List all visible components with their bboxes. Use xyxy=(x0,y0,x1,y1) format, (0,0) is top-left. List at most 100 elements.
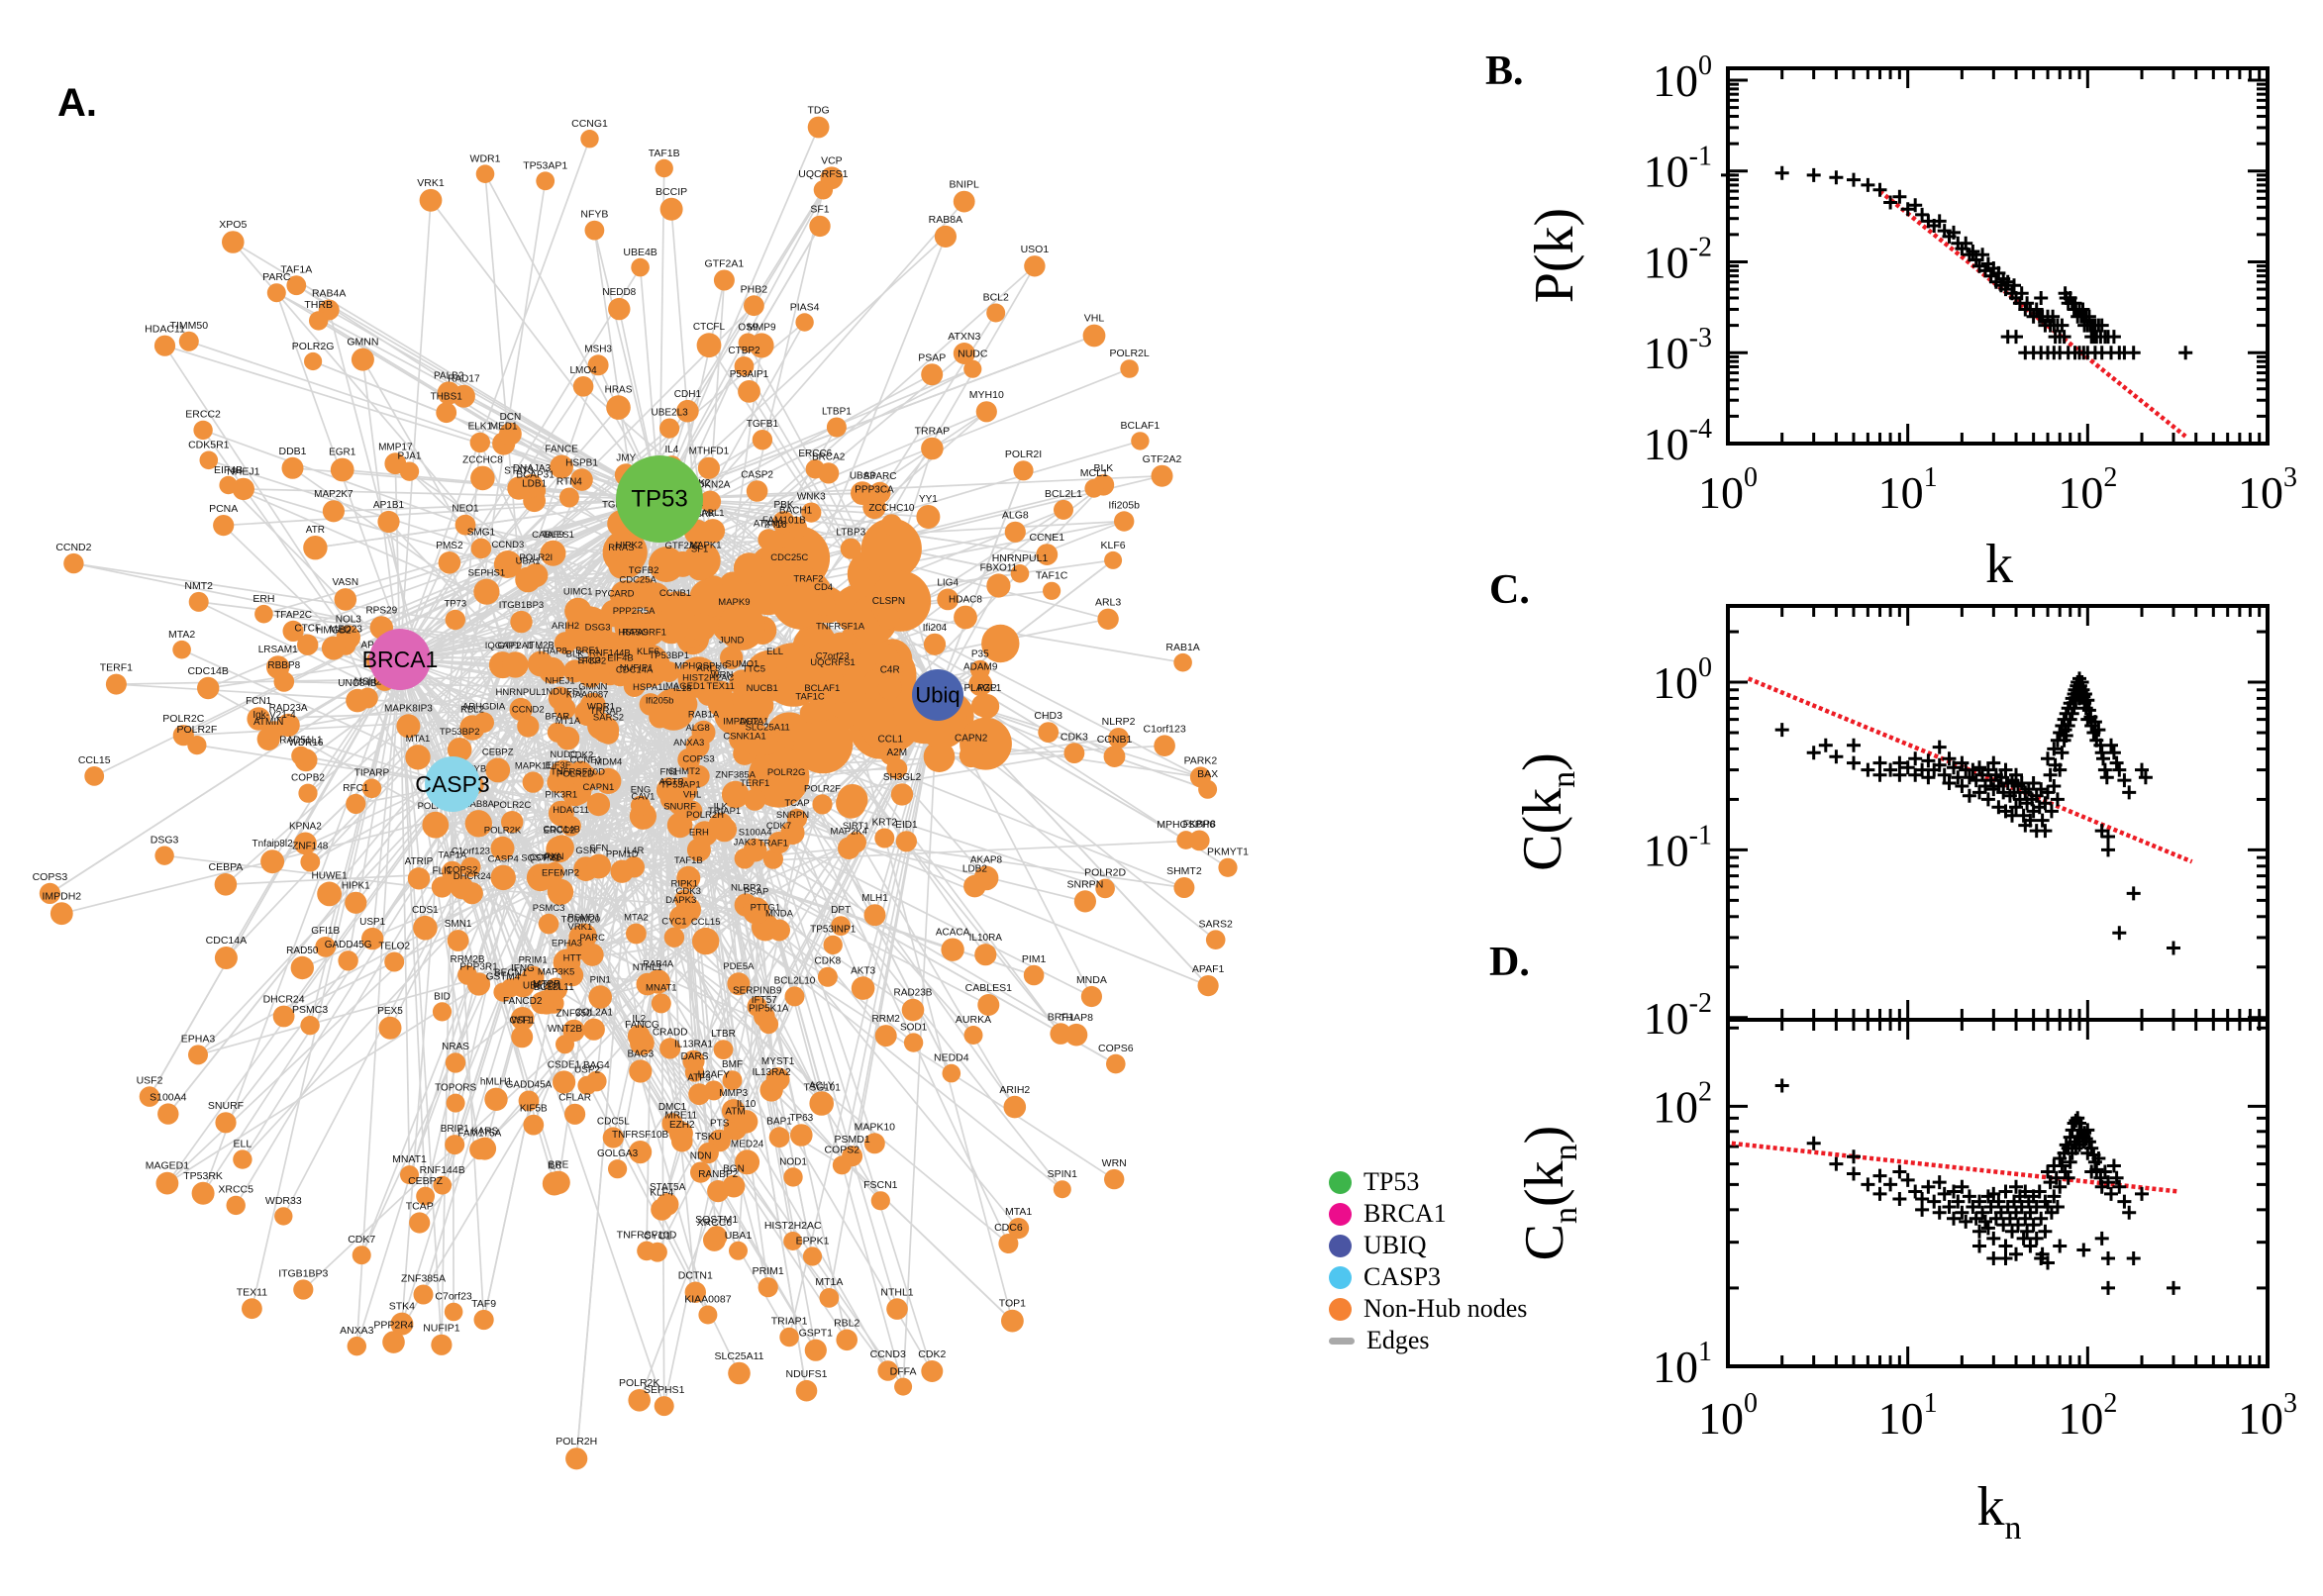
network-node-label: LDB2 xyxy=(962,864,987,875)
network-node xyxy=(1198,779,1218,799)
network-node-label: NDUFS1 xyxy=(785,1368,827,1380)
network-node xyxy=(432,1002,453,1022)
network-nodes[interactable] xyxy=(39,116,1238,1470)
network-node-label: XRCC5 xyxy=(218,1184,253,1196)
network-node xyxy=(518,1090,540,1112)
network-node xyxy=(772,511,795,535)
network-node xyxy=(1084,478,1104,498)
network-node-label: HIPK1 xyxy=(342,881,370,892)
network-node-label: BCL2 xyxy=(983,292,1009,304)
network-node xyxy=(975,401,997,423)
network-node xyxy=(646,969,670,994)
network-node-label: NUDC xyxy=(550,749,577,760)
network-node-label: EFEMP2 xyxy=(542,868,579,879)
network-node-label: ZCCHC10 xyxy=(868,503,915,514)
network-node-label: AP1B1 xyxy=(373,500,405,511)
network-node xyxy=(550,454,573,479)
network-legend: TP53 BRCA1 UBIQ CASP3 Non-Hub nodes Edges xyxy=(1329,1169,1527,1353)
network-node xyxy=(1004,521,1026,543)
network-node xyxy=(808,693,836,722)
network-node xyxy=(473,578,500,605)
network-node-label: CDC6 xyxy=(994,1222,1023,1234)
network-node-label: Tnfaip8l2 xyxy=(252,839,294,849)
network-node-label: BFAR xyxy=(545,712,569,723)
network-node-label: HSPA9 xyxy=(618,628,648,639)
hub-node-Ubiq[interactable] xyxy=(912,669,963,721)
network-node-label: WDR1 xyxy=(470,153,501,165)
network-node xyxy=(616,550,643,578)
network-node xyxy=(400,1165,419,1185)
network-node xyxy=(300,1016,320,1036)
network-hub-nodes[interactable]: TP53 BRCA1 Ubiq CASP3 xyxy=(362,455,963,812)
network-node xyxy=(1082,324,1106,348)
network-node xyxy=(838,837,860,859)
network-node-label: POLR2L xyxy=(1109,348,1149,359)
network-node-label: ILK xyxy=(714,802,729,813)
network-node xyxy=(573,656,602,684)
network-node-label: THAP8 xyxy=(537,647,567,657)
network-node-label: ALG8 xyxy=(685,723,709,734)
network-node-label: CDC5L xyxy=(597,1116,630,1127)
network-node-label: MAP3K5 xyxy=(538,966,575,977)
network-node xyxy=(820,166,844,190)
network-node-label: POLR2H xyxy=(686,810,724,821)
network-node-label: EIF3F xyxy=(546,760,571,771)
network-node-label: PIM1 xyxy=(1022,953,1047,965)
network-node-label: HMGB2 xyxy=(316,626,352,637)
network-node-label: NDN xyxy=(690,1151,712,1162)
network-node xyxy=(445,609,465,631)
network-node-label: CDK7 xyxy=(348,1234,375,1246)
network-node-label: CSF1 xyxy=(509,1015,535,1026)
x-axis-label: k xyxy=(1985,534,2013,595)
network-node-label: ELL xyxy=(234,1138,252,1149)
network-node-label: PSMC3 xyxy=(533,903,565,914)
plot-frame xyxy=(1726,1018,2270,1368)
network-node xyxy=(802,1247,823,1266)
network-node-label: WNT2B xyxy=(548,1024,582,1035)
network-node xyxy=(562,1019,585,1043)
network-node xyxy=(554,632,577,654)
network-node-label: HIPK2 xyxy=(616,541,643,551)
network-node-label: AKT3 xyxy=(851,965,875,976)
network-node-label: DAPK3 xyxy=(665,895,696,906)
network-node xyxy=(712,817,738,843)
network-node-label: ITGB1BP3 xyxy=(278,1267,328,1279)
panel-d-label: D. xyxy=(1489,940,1530,985)
network-node-label: UQCRFS1 xyxy=(798,168,848,180)
hub-node-CASP3[interactable] xyxy=(425,756,480,812)
network-node-label: ARL3 xyxy=(697,663,721,674)
network-node-label: TP53BP2 xyxy=(440,727,480,738)
network-node-label: Ifi205b xyxy=(646,696,674,707)
hub-node-BRCA1[interactable] xyxy=(369,629,431,690)
network-node-label: GMNN xyxy=(347,337,378,349)
network-node xyxy=(351,348,374,371)
network-node xyxy=(538,656,565,684)
network-node-label: NEO1 xyxy=(452,504,479,515)
network-node-label: IL6 xyxy=(548,1161,561,1172)
network-node-label: P53AIP1 xyxy=(730,369,769,380)
network-node-label: USP2 xyxy=(574,1065,601,1076)
network-node xyxy=(784,986,805,1007)
hub-node-TP53[interactable] xyxy=(616,455,703,543)
network-node-label: RBL2 xyxy=(460,704,484,715)
network-node-label: NDUFS1 xyxy=(546,687,583,698)
network-node-label: JAK3 xyxy=(734,838,757,848)
network-node-label: IL10 xyxy=(737,1099,757,1110)
network-node xyxy=(672,691,698,717)
network-node xyxy=(1173,652,1192,672)
network-node xyxy=(565,1447,588,1470)
network-node xyxy=(222,231,245,253)
network-node-label: PMS2 xyxy=(436,541,463,551)
network-node xyxy=(874,1025,897,1047)
network-node-label: VHL xyxy=(1084,313,1105,325)
network-node xyxy=(470,465,495,491)
network-node-label: COPS3 xyxy=(682,754,714,765)
network-node-label: TCAP xyxy=(406,1200,434,1212)
network-node-label: ELK1 xyxy=(468,422,493,433)
network-node-label: RRAS xyxy=(608,543,634,553)
network-node xyxy=(721,780,750,809)
network-node xyxy=(509,697,533,722)
network-node xyxy=(963,359,982,378)
network-node-label: PZP xyxy=(977,683,997,694)
